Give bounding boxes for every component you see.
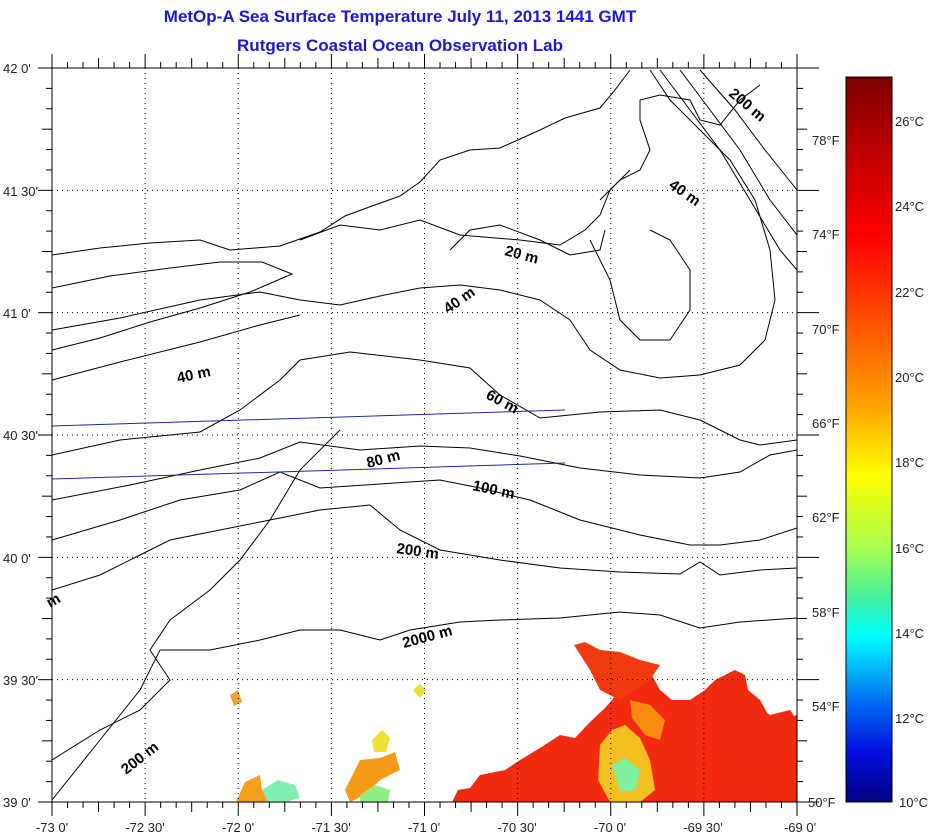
sst-orange-band bbox=[630, 700, 665, 740]
colorbar-fahrenheit-labels: 78°F 74°F 70°F 66°F 62°F 58°F 54°F 50°F bbox=[808, 133, 840, 810]
lon-label: -72 30' bbox=[125, 820, 164, 835]
sst-warm-arm bbox=[574, 642, 660, 700]
contour-label: 40 m bbox=[666, 176, 704, 210]
contour-2000m bbox=[52, 611, 797, 801]
contour-40m-west bbox=[52, 314, 301, 381]
fahrenheit-label: 62°F bbox=[812, 510, 840, 525]
fahrenheit-label: 54°F bbox=[812, 699, 840, 714]
contour-deep-ne bbox=[659, 69, 797, 271]
contour-200m bbox=[52, 504, 797, 591]
sst-cool-patch bbox=[612, 758, 640, 792]
map-grid bbox=[52, 68, 797, 802]
coastline-cape-cod bbox=[599, 84, 761, 201]
bathymetry-contours bbox=[52, 69, 797, 801]
lat-label: 40 0' bbox=[3, 551, 31, 566]
celsius-label: 10°C bbox=[899, 795, 928, 810]
sst-patch-small2 bbox=[230, 690, 242, 706]
coastline-islands bbox=[449, 224, 691, 341]
contour-label: 200 m bbox=[118, 739, 162, 779]
sst-warm-east bbox=[700, 672, 797, 765]
lon-label: -72 0' bbox=[222, 820, 254, 835]
lat-label: 42 0' bbox=[3, 61, 31, 76]
sst-west-orange bbox=[345, 752, 400, 802]
lat-label: 41 30' bbox=[3, 184, 38, 199]
contour-80m bbox=[52, 441, 797, 501]
contour-100m bbox=[52, 471, 797, 546]
celsius-label: 12°C bbox=[895, 711, 924, 726]
fahrenheit-label: 66°F bbox=[812, 416, 840, 431]
track-line-south bbox=[51, 462, 566, 480]
lat-axis-labels: 42 0' 41 30' 41 0' 40 30' 40 0' 39 30' 3… bbox=[3, 61, 38, 810]
lon-label: -69 30' bbox=[683, 820, 722, 835]
contour-label: 40 m bbox=[175, 363, 212, 387]
fahrenheit-label: 74°F bbox=[812, 227, 840, 242]
map-title: MetOp-A Sea Surface Temperature July 11,… bbox=[163, 7, 637, 26]
contour-label: m bbox=[44, 590, 64, 611]
contour-label: 100 m bbox=[471, 477, 516, 502]
sst-patch-yellow bbox=[372, 730, 390, 752]
lon-label: -73 0' bbox=[36, 820, 68, 835]
coastline bbox=[52, 69, 631, 256]
sst-data bbox=[230, 642, 797, 802]
contour-label: 200 m bbox=[395, 540, 439, 563]
contour-label: 20 m bbox=[503, 242, 540, 267]
colorbar-celsius-labels: 26°C 24°C 22°C 20°C 18°C 16°C 14°C 12°C … bbox=[895, 114, 928, 810]
track-line-north bbox=[51, 409, 566, 427]
contour-200m-southwest bbox=[52, 429, 341, 761]
axis-ticks bbox=[38, 54, 819, 816]
contour-label: 200 m bbox=[725, 85, 769, 125]
celsius-label: 26°C bbox=[895, 114, 924, 129]
lon-label: -71 0' bbox=[408, 820, 440, 835]
lat-label: 40 30' bbox=[3, 428, 38, 443]
lat-label: 41 0' bbox=[3, 306, 31, 321]
lon-label: -70 0' bbox=[594, 820, 626, 835]
lon-axis-labels: -73 0' -72 30' -72 0' -71 30' -71 0' -70… bbox=[36, 820, 816, 835]
sst-west-green bbox=[360, 785, 390, 802]
lon-label: -70 30' bbox=[497, 820, 536, 835]
celsius-label: 22°C bbox=[895, 285, 924, 300]
lon-label: -71 30' bbox=[311, 820, 350, 835]
celsius-label: 14°C bbox=[895, 626, 924, 641]
celsius-label: 20°C bbox=[895, 370, 924, 385]
contour-label: 60 m bbox=[483, 387, 521, 418]
map-subtitle: Rutgers Coastal Ocean Observation Lab bbox=[237, 36, 563, 55]
coastline-long-island bbox=[52, 261, 294, 351]
colorbar bbox=[845, 76, 893, 803]
fahrenheit-label: 78°F bbox=[812, 133, 840, 148]
sst-far-west-green bbox=[262, 780, 300, 802]
lat-label: 39 30' bbox=[3, 673, 38, 688]
lat-label: 39 0' bbox=[3, 795, 31, 810]
celsius-label: 18°C bbox=[895, 455, 924, 470]
celsius-label: 24°C bbox=[895, 199, 924, 214]
fahrenheit-label: 58°F bbox=[812, 605, 840, 620]
contour-40m-north bbox=[52, 69, 776, 379]
fahrenheit-label: 50°F bbox=[808, 795, 836, 810]
fahrenheit-label: 70°F bbox=[812, 322, 840, 337]
contour-60m bbox=[52, 351, 797, 456]
contour-labels: 200 m 40 m 20 m 40 m 40 m 60 m 80 m 100 … bbox=[44, 85, 769, 778]
celsius-label: 16°C bbox=[895, 541, 924, 556]
sst-patch-small bbox=[413, 684, 426, 698]
contour-20m bbox=[299, 169, 631, 246]
lon-label: -69 0' bbox=[784, 820, 816, 835]
